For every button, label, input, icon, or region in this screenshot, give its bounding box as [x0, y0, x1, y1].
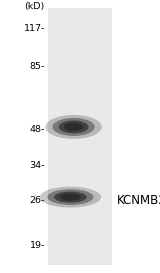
Ellipse shape [59, 121, 89, 133]
Text: (kD): (kD) [24, 2, 45, 11]
Ellipse shape [54, 192, 87, 203]
Ellipse shape [47, 189, 93, 205]
Ellipse shape [52, 118, 95, 136]
Text: 117-: 117- [23, 24, 45, 33]
Text: 48-: 48- [29, 125, 45, 134]
Text: 19-: 19- [29, 241, 45, 250]
Ellipse shape [40, 187, 101, 207]
Text: 85-: 85- [29, 63, 45, 71]
Text: KCNMB2: KCNMB2 [117, 194, 160, 207]
Ellipse shape [64, 123, 83, 131]
Bar [48, 8, 112, 265]
Ellipse shape [60, 194, 81, 201]
Ellipse shape [45, 115, 102, 139]
Text: 26-: 26- [29, 196, 45, 205]
Text: 34-: 34- [29, 161, 45, 170]
